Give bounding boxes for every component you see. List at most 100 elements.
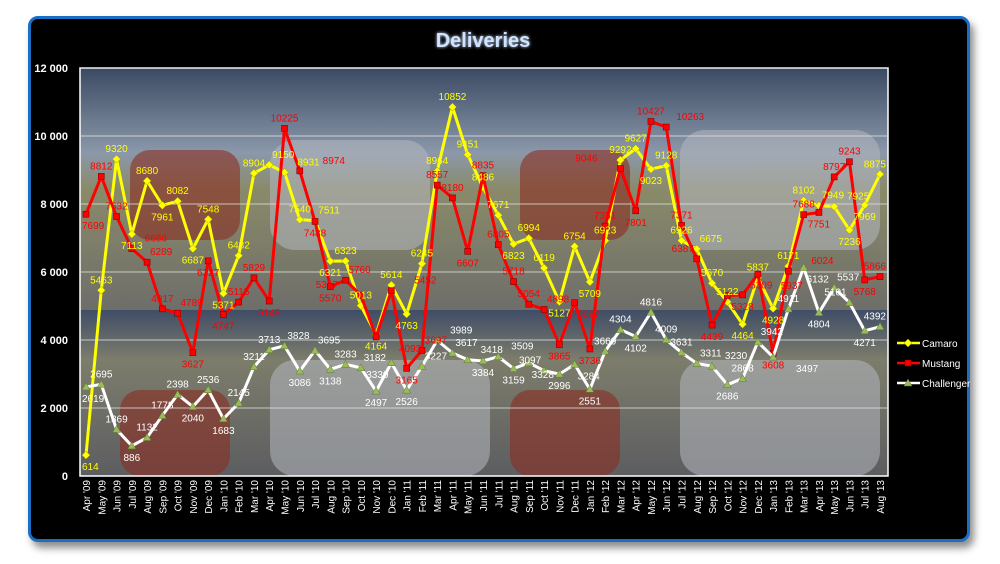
data-label: 4928 xyxy=(762,315,785,326)
x-tick-label: Sep '11 xyxy=(525,480,536,513)
data-label: 4911 xyxy=(778,294,800,305)
x-tick-label: Apr '10 xyxy=(265,480,276,512)
data-point xyxy=(479,172,487,179)
x-tick-label: Feb '13 xyxy=(784,480,795,513)
y-tick-label: 12 000 xyxy=(34,63,68,75)
data-label: 4392 xyxy=(864,312,887,323)
x-tick-label: Oct '10 xyxy=(357,480,368,512)
data-point xyxy=(799,196,809,205)
x-tick-label: Jun '12 xyxy=(662,480,673,512)
data-point xyxy=(142,433,152,441)
data-point xyxy=(525,300,533,308)
data-label: 5101 xyxy=(824,288,847,299)
x-tick-label: Sep '12 xyxy=(708,480,719,514)
data-point xyxy=(677,348,686,356)
x-tick-label: Mar '12 xyxy=(616,480,627,513)
x-tick-label: Nov '10 xyxy=(372,480,383,514)
data-label: 3509 xyxy=(511,342,534,353)
data-point xyxy=(494,241,502,248)
data-label: 9023 xyxy=(640,176,663,187)
data-label: 1683 xyxy=(212,426,235,437)
data-label: 6994 xyxy=(518,223,541,234)
data-point xyxy=(96,285,106,295)
x-tick-label: May '12 xyxy=(647,480,658,515)
data-label: 1778 xyxy=(151,401,174,412)
data-point xyxy=(295,366,305,375)
data-label: 9150 xyxy=(272,150,295,161)
data-point xyxy=(188,402,198,410)
data-label: 5145 xyxy=(258,308,281,319)
x-tick-label: Feb '11 xyxy=(418,480,429,513)
data-point xyxy=(600,346,610,355)
data-label: 4816 xyxy=(640,297,663,308)
data-label: 2551 xyxy=(579,396,602,407)
data-point xyxy=(768,304,778,313)
x-tick-label: Jul '13 xyxy=(861,480,872,509)
data-label: 2536 xyxy=(197,375,220,386)
data-point xyxy=(570,359,580,368)
data-label: 2996 xyxy=(548,381,571,392)
data-label: 3608 xyxy=(762,360,785,371)
data-point xyxy=(82,210,90,218)
data-label: 7371 xyxy=(670,210,693,221)
data-label: 5097 xyxy=(577,310,600,321)
data-point xyxy=(903,378,913,387)
data-label: 6686 xyxy=(145,234,168,245)
x-tick-label: Apr '09 xyxy=(82,480,93,512)
data-label: 2497 xyxy=(365,398,388,409)
x-tick-label: Jun '13 xyxy=(845,480,856,512)
data-point xyxy=(903,338,913,348)
data-label: 3211 xyxy=(243,352,265,363)
data-point xyxy=(463,150,473,160)
y-tick-label: 4 000 xyxy=(40,335,68,347)
data-label: 7961 xyxy=(151,212,174,223)
data-point xyxy=(281,125,288,132)
data-point xyxy=(829,202,839,211)
data-label: 1132 xyxy=(136,423,158,434)
data-label: 8904 xyxy=(243,158,266,169)
data-label: 6926 xyxy=(670,226,693,237)
data-label: 4464 xyxy=(731,331,754,342)
data-point xyxy=(632,207,639,215)
data-label: 7548 xyxy=(197,204,220,215)
data-label: 3942 xyxy=(761,327,784,338)
data-point xyxy=(433,181,441,189)
data-label: 7925 xyxy=(847,192,870,203)
data-label: 614 xyxy=(82,462,99,473)
data-point xyxy=(250,274,258,282)
data-point xyxy=(693,255,701,263)
y-tick-label: 10 000 xyxy=(34,131,68,143)
data-point xyxy=(203,215,213,224)
x-tick-label: Dec '09 xyxy=(204,480,215,514)
data-label: 10852 xyxy=(439,92,467,103)
data-point xyxy=(341,359,351,368)
data-point xyxy=(615,325,625,333)
data-point xyxy=(249,362,259,371)
data-point xyxy=(800,211,807,218)
data-point xyxy=(112,154,121,164)
x-tick-label: Apr '12 xyxy=(632,480,643,512)
data-label: 3617 xyxy=(455,338,478,349)
data-label: 3283 xyxy=(334,349,357,360)
data-label: 5614 xyxy=(380,270,403,281)
data-label: 6024 xyxy=(811,256,834,267)
data-point xyxy=(96,379,106,388)
data-point xyxy=(403,365,410,372)
x-tick-label: Nov '12 xyxy=(739,480,750,514)
data-point xyxy=(493,210,503,220)
data-label: 5115 xyxy=(228,287,250,298)
data-point xyxy=(386,358,396,367)
data-label: 6687 xyxy=(182,256,205,267)
data-point xyxy=(631,332,641,340)
data-point xyxy=(754,270,762,278)
data-point xyxy=(585,277,595,287)
data-point xyxy=(341,256,350,266)
x-axis-labels: Apr '09 May '09 Jun '09 Jul '09 Aug '09 Sep '… xyxy=(82,480,887,515)
data-label: 8680 xyxy=(136,166,159,177)
data-point xyxy=(861,276,869,284)
data-label: 5309 xyxy=(750,280,773,291)
data-label: 5127 xyxy=(548,309,571,320)
data-label: 2695 xyxy=(90,369,113,380)
data-point xyxy=(556,341,563,348)
data-point xyxy=(738,319,747,329)
